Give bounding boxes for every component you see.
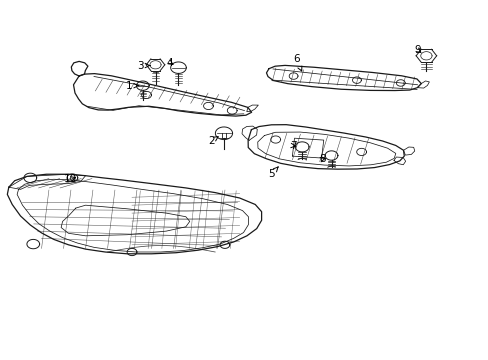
Text: 10: 10 bbox=[63, 174, 76, 184]
Text: 8: 8 bbox=[319, 154, 325, 164]
Text: 3: 3 bbox=[137, 60, 150, 71]
Text: 2: 2 bbox=[207, 136, 218, 146]
Text: 1: 1 bbox=[126, 81, 139, 91]
Text: 7: 7 bbox=[289, 141, 296, 151]
Text: 9: 9 bbox=[414, 45, 421, 55]
Text: 4: 4 bbox=[166, 58, 173, 68]
Text: 5: 5 bbox=[268, 167, 278, 179]
Text: 6: 6 bbox=[292, 54, 301, 71]
